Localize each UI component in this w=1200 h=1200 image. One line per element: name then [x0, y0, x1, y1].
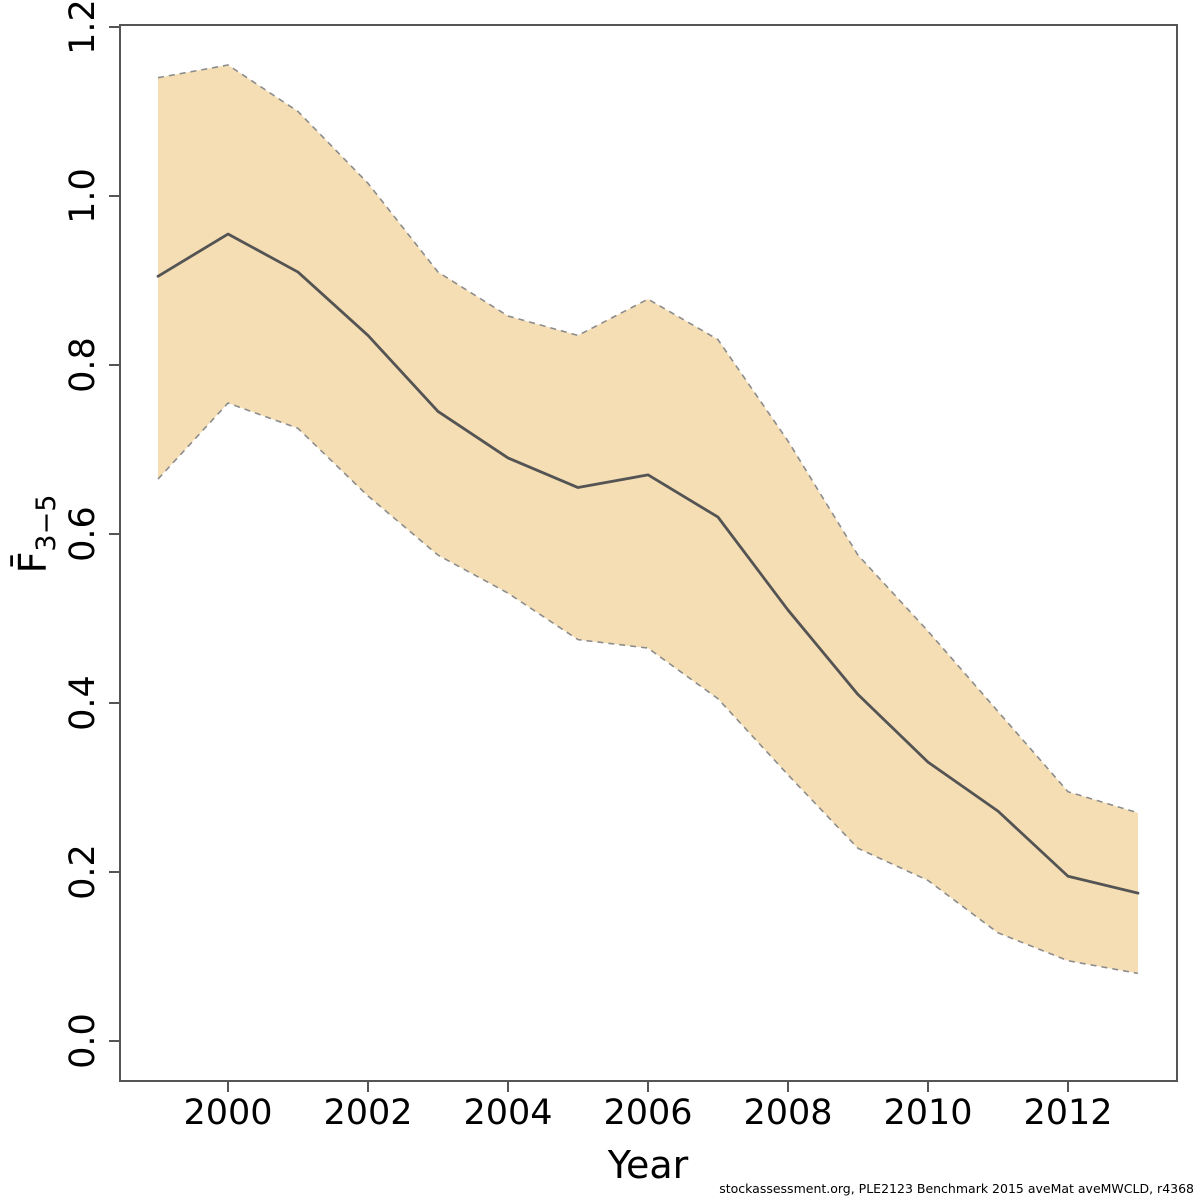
- confidence-band: [158, 65, 1138, 974]
- y-tick-label: 0.6: [63, 506, 103, 562]
- x-tick-label: 2010: [883, 1093, 972, 1133]
- x-axis: 2000 2002 2004 2006 2008 2010 2012: [183, 1081, 1113, 1133]
- y-tick-label: 0.4: [63, 675, 103, 731]
- x-tick-label: 2000: [183, 1093, 272, 1133]
- ci-lower-line: [157, 402, 1139, 975]
- x-tick-label: 2008: [743, 1093, 832, 1133]
- y-tick-label: 1.2: [63, 0, 103, 55]
- x-tick-label: 2012: [1023, 1093, 1112, 1133]
- mean-line: [156, 232, 1140, 895]
- y-axis-title-base: F̄: [11, 552, 55, 574]
- y-tick-label: 0.2: [63, 844, 103, 900]
- y-tick-label: 1.0: [63, 168, 103, 224]
- y-tick-label: 0.0: [63, 1013, 103, 1069]
- y-axis-title: F̄3−5: [11, 495, 62, 574]
- x-tick-label: 2004: [463, 1093, 552, 1133]
- x-axis-title: Year: [607, 1143, 689, 1187]
- y-axis-title-subscript: 3−5: [31, 495, 62, 552]
- footer-citation: stockassessment.org, PLE2123 Benchmark 2…: [719, 1181, 1194, 1196]
- x-tick-label: 2002: [323, 1093, 412, 1133]
- y-tick-label: 0.8: [63, 337, 103, 393]
- ci-upper-line: [157, 64, 1139, 814]
- x-tick-label: 2006: [603, 1093, 692, 1133]
- y-axis: 0.0 0.2 0.4 0.6 0.8 1.0 1.2: [63, 0, 120, 1069]
